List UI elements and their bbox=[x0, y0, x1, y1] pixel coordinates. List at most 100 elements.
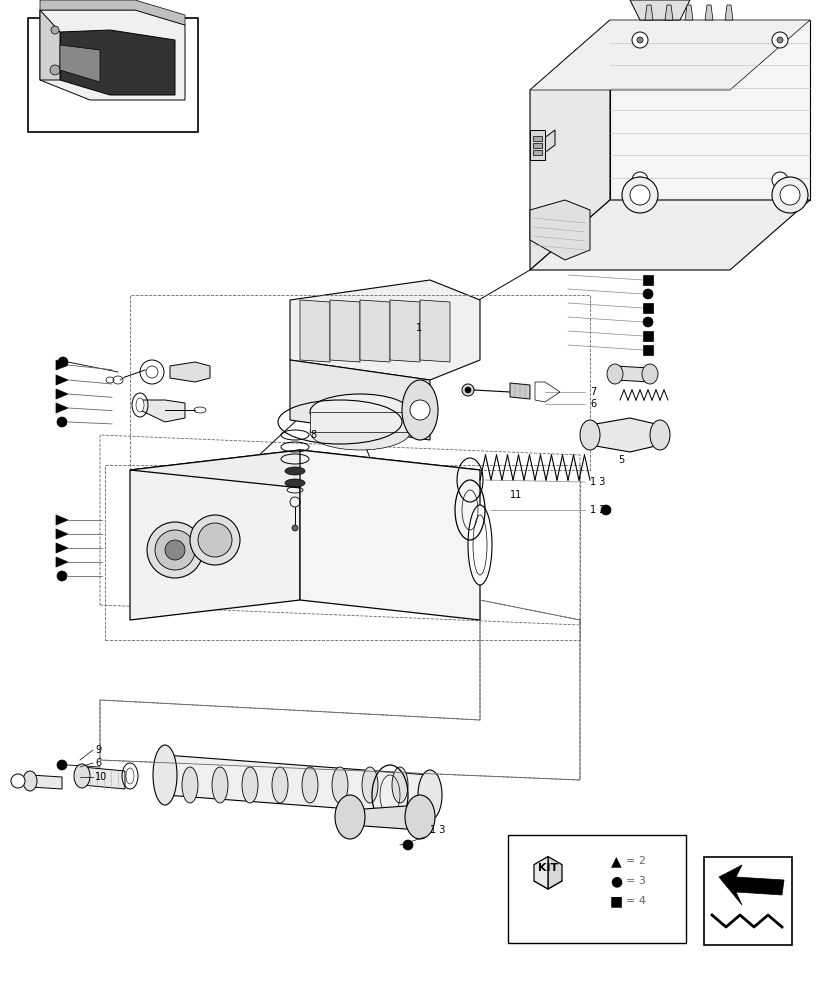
Polygon shape bbox=[509, 383, 529, 399]
Ellipse shape bbox=[241, 767, 258, 803]
Polygon shape bbox=[419, 300, 449, 362]
Ellipse shape bbox=[418, 770, 442, 820]
Ellipse shape bbox=[212, 767, 227, 803]
Circle shape bbox=[155, 530, 195, 570]
Text: 1 2: 1 2 bbox=[590, 505, 605, 515]
Circle shape bbox=[146, 366, 158, 378]
Polygon shape bbox=[56, 543, 68, 553]
Polygon shape bbox=[534, 130, 554, 160]
Bar bbox=[533, 150, 542, 155]
Text: 5: 5 bbox=[617, 455, 624, 465]
Bar bbox=[643, 345, 653, 355]
Polygon shape bbox=[664, 5, 672, 20]
Text: ▲: ▲ bbox=[610, 854, 620, 868]
Polygon shape bbox=[165, 755, 429, 815]
Ellipse shape bbox=[361, 767, 378, 803]
Polygon shape bbox=[82, 767, 125, 789]
Circle shape bbox=[147, 522, 203, 578]
Circle shape bbox=[643, 289, 653, 299]
Bar bbox=[643, 331, 653, 341]
Circle shape bbox=[198, 523, 232, 557]
Bar bbox=[130, 295, 590, 470]
Polygon shape bbox=[529, 200, 590, 260]
Bar bbox=[508, 835, 686, 943]
Ellipse shape bbox=[472, 515, 486, 575]
Polygon shape bbox=[56, 529, 68, 539]
Ellipse shape bbox=[309, 394, 409, 430]
Polygon shape bbox=[547, 857, 562, 889]
Text: KIT: KIT bbox=[538, 863, 557, 873]
Circle shape bbox=[165, 540, 184, 560]
Text: 6: 6 bbox=[590, 399, 595, 409]
Polygon shape bbox=[684, 5, 692, 20]
Ellipse shape bbox=[641, 364, 657, 384]
Polygon shape bbox=[718, 865, 783, 905]
Circle shape bbox=[771, 172, 787, 188]
Polygon shape bbox=[529, 200, 809, 270]
Text: 1 3: 1 3 bbox=[590, 477, 605, 487]
Circle shape bbox=[631, 32, 648, 48]
Ellipse shape bbox=[136, 398, 144, 412]
Circle shape bbox=[600, 505, 610, 515]
Ellipse shape bbox=[182, 767, 198, 803]
Circle shape bbox=[189, 515, 240, 565]
Text: 6: 6 bbox=[95, 758, 101, 768]
Polygon shape bbox=[30, 775, 62, 789]
Ellipse shape bbox=[579, 420, 600, 450]
Polygon shape bbox=[533, 857, 547, 889]
Bar bbox=[703, 857, 791, 945]
Circle shape bbox=[643, 317, 653, 327]
Circle shape bbox=[465, 387, 471, 393]
Circle shape bbox=[636, 37, 643, 43]
Ellipse shape bbox=[649, 420, 669, 450]
Bar bbox=[105, 465, 579, 640]
Ellipse shape bbox=[153, 745, 177, 805]
Polygon shape bbox=[644, 5, 653, 20]
Ellipse shape bbox=[467, 505, 491, 585]
Polygon shape bbox=[629, 0, 689, 20]
Polygon shape bbox=[56, 389, 68, 399]
Polygon shape bbox=[590, 418, 659, 452]
Polygon shape bbox=[56, 515, 68, 525]
Polygon shape bbox=[60, 30, 174, 95]
Ellipse shape bbox=[332, 767, 347, 803]
Circle shape bbox=[629, 185, 649, 205]
Bar bbox=[413, 322, 431, 335]
Circle shape bbox=[776, 37, 782, 43]
Text: 11: 11 bbox=[509, 490, 522, 500]
Ellipse shape bbox=[302, 767, 318, 803]
Ellipse shape bbox=[284, 479, 304, 487]
Text: 1 3: 1 3 bbox=[429, 825, 445, 835]
Circle shape bbox=[292, 525, 298, 531]
Polygon shape bbox=[614, 366, 649, 382]
Polygon shape bbox=[360, 300, 390, 362]
Polygon shape bbox=[130, 450, 299, 620]
Text: = 2: = 2 bbox=[625, 856, 645, 866]
Polygon shape bbox=[724, 5, 732, 20]
Ellipse shape bbox=[402, 380, 437, 440]
Circle shape bbox=[403, 840, 413, 850]
Circle shape bbox=[50, 65, 60, 75]
Circle shape bbox=[631, 172, 648, 188]
Polygon shape bbox=[289, 280, 480, 380]
Polygon shape bbox=[56, 557, 68, 567]
Ellipse shape bbox=[272, 767, 288, 803]
Polygon shape bbox=[130, 450, 480, 490]
Ellipse shape bbox=[309, 414, 409, 450]
Ellipse shape bbox=[606, 364, 622, 384]
Bar bbox=[28, 18, 198, 132]
Circle shape bbox=[636, 177, 643, 183]
Ellipse shape bbox=[335, 795, 365, 839]
Polygon shape bbox=[56, 375, 68, 385]
Bar bbox=[533, 143, 542, 148]
Ellipse shape bbox=[404, 795, 434, 839]
Polygon shape bbox=[40, 0, 184, 25]
Text: 9: 9 bbox=[95, 745, 101, 755]
Circle shape bbox=[409, 400, 429, 420]
Bar bbox=[643, 303, 653, 313]
Circle shape bbox=[11, 774, 25, 788]
Polygon shape bbox=[40, 10, 60, 80]
Ellipse shape bbox=[391, 767, 408, 803]
Circle shape bbox=[779, 185, 799, 205]
Polygon shape bbox=[390, 300, 419, 362]
